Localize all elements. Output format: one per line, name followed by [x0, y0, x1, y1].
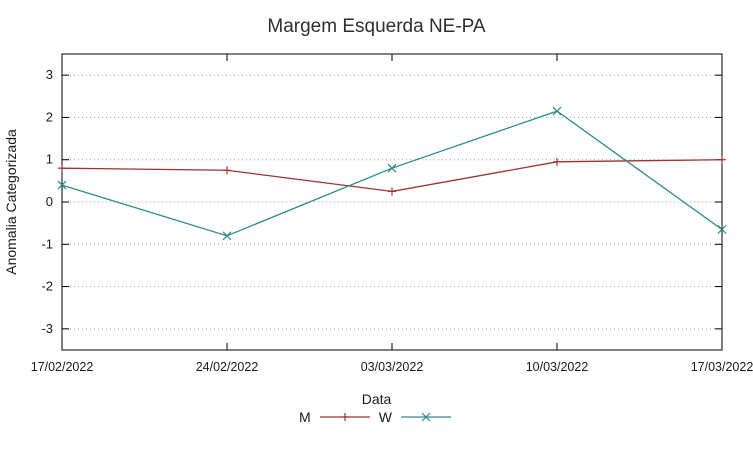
y-tick-label: 0: [46, 194, 53, 209]
plot-area: -3 -2 -1 0 1 2 3 17/02/2022 24/02/2022 03/03/2022…: [3, 53, 753, 374]
x-tick-label: 24/02/2022: [196, 360, 259, 374]
y-tick-label: -2: [41, 279, 53, 294]
legend-sample-line-w: [400, 412, 451, 422]
gridlines: [62, 74, 722, 330]
y-tick-label: 3: [46, 67, 53, 82]
x-tick-label: 03/03/2022: [361, 360, 424, 374]
x-tick-label: 10/03/2022: [526, 360, 589, 374]
legend-item-w: W: [379, 409, 454, 425]
y-tick-label: -3: [41, 321, 53, 336]
x-tick-label: 17/02/2022: [31, 360, 94, 374]
chart-title: Margem Esquerda NE-PA: [267, 16, 486, 37]
plot-border: [61, 53, 723, 351]
legend-sample-line-m: [319, 413, 370, 421]
y-tick-label: 1: [46, 152, 53, 167]
legend-item-m: M: [299, 409, 373, 425]
axis-ticks: -3 -2 -1 0 1 2 3 17/02/2022 24/02/2022 03/03/2022…: [31, 54, 753, 374]
series-w: [57, 106, 727, 241]
x-axis-label: Data: [361, 391, 392, 407]
y-tick-label: -1: [41, 236, 53, 251]
y-tick-label: 2: [46, 109, 53, 124]
legend-label-m: M: [299, 409, 311, 425]
x-tick-label: 17/03/2022: [691, 360, 753, 374]
legend: M W: [0, 409, 753, 425]
series-m: [58, 155, 726, 196]
legend-label-w: W: [378, 409, 392, 425]
y-axis-label: Anomalia Categorizada: [3, 129, 19, 275]
